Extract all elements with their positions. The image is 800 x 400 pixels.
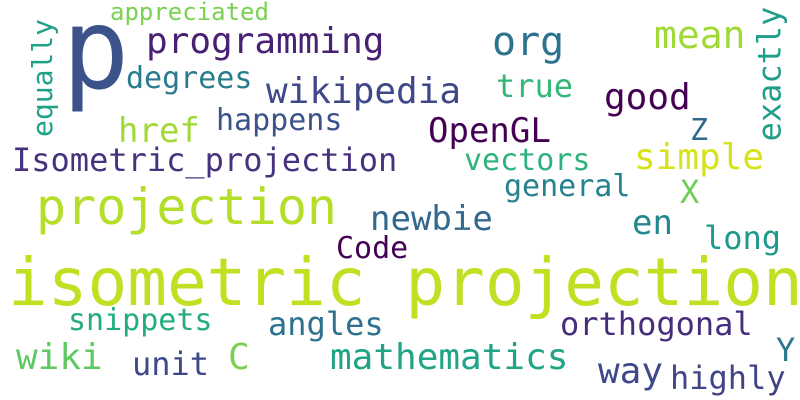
word-z: Z xyxy=(690,113,709,148)
word-way: way xyxy=(598,351,664,392)
word-x: X xyxy=(680,173,700,211)
word-degrees: degrees xyxy=(126,61,253,96)
word-isometric-projection: isometric projection xyxy=(8,244,800,321)
word-appreciated: appreciated xyxy=(110,0,269,26)
word-c: C xyxy=(228,337,250,378)
word-equally: equally xyxy=(26,18,60,138)
word-true: true xyxy=(496,67,574,105)
word-opengl: OpenGL xyxy=(428,111,551,151)
word-good: good xyxy=(604,77,691,118)
word-general: general xyxy=(504,169,631,204)
word-en: en xyxy=(632,203,673,243)
word-mean: mean xyxy=(654,13,746,57)
word-highly: highly xyxy=(670,359,786,397)
word-isometric-underscore-projection: Isometric_projection xyxy=(12,141,398,179)
word-p: p xyxy=(62,0,130,115)
word-code: Code xyxy=(336,231,409,266)
word-newbie: newbie xyxy=(370,199,493,239)
word-wiki: wiki xyxy=(16,337,103,378)
word-long: long xyxy=(704,219,782,257)
word-mathematics: mathematics xyxy=(330,337,569,378)
word-happens: happens xyxy=(216,103,343,138)
word-y: Y xyxy=(776,331,796,369)
word-programming: programming xyxy=(146,21,385,62)
word-org: org xyxy=(492,19,565,65)
word-vectors: vectors xyxy=(464,143,591,178)
word-simple: simple xyxy=(634,137,765,178)
word-orthogonal: orthogonal xyxy=(560,305,753,343)
word-snippets: snippets xyxy=(68,303,213,338)
word-wikipedia: wikipedia xyxy=(266,71,462,112)
word-angles: angles xyxy=(268,305,384,343)
word-exactly: exactly xyxy=(750,6,789,142)
word-projection: projection xyxy=(36,178,338,236)
word-unit: unit xyxy=(132,345,210,383)
word-href: href xyxy=(118,111,200,151)
